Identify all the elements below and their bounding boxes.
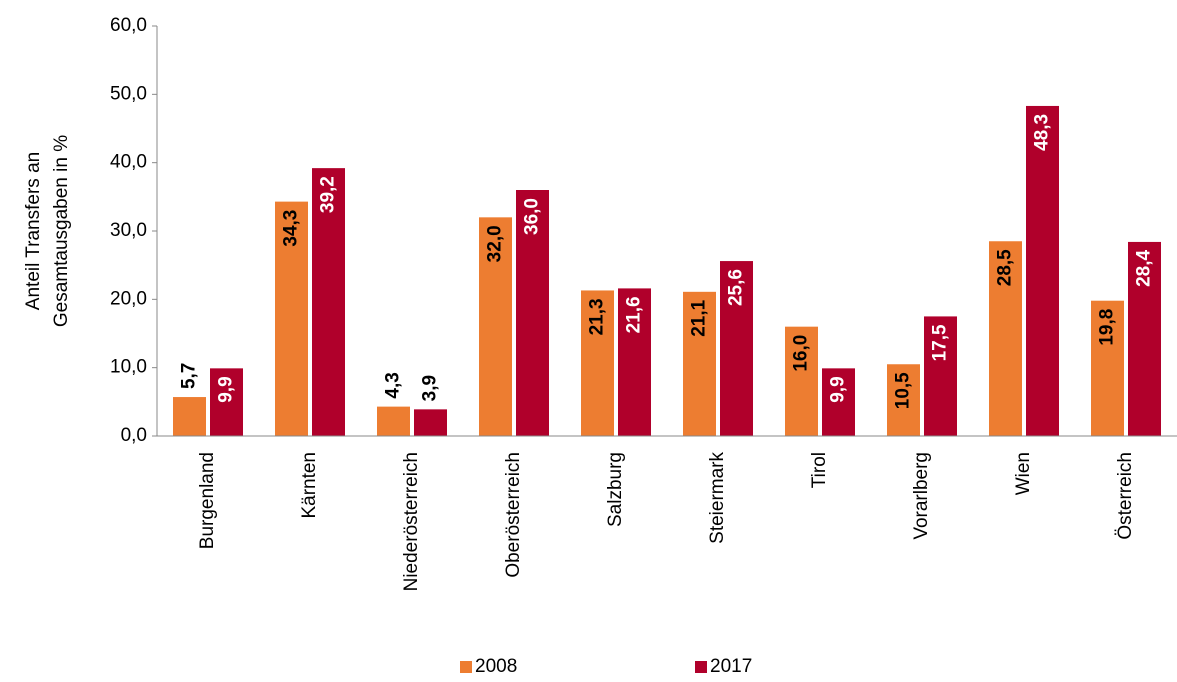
bar: [173, 397, 206, 436]
x-tick-label: Niederösterreich: [401, 452, 422, 591]
value-label: 48,3: [1032, 114, 1053, 151]
value-label: 19,8: [1097, 309, 1118, 346]
value-label: 36,0: [522, 198, 543, 235]
bar: [1026, 105, 1059, 436]
bar: [312, 168, 345, 436]
x-tick-label: Kärnten: [299, 452, 320, 519]
bar: [275, 201, 308, 436]
value-label: 16,0: [791, 335, 812, 372]
value-label: 21,1: [689, 299, 710, 336]
bar: [414, 409, 447, 436]
legend-label: 2017: [710, 656, 752, 677]
y-tick-label: 20,0: [110, 288, 147, 309]
value-label: 17,5: [930, 324, 951, 361]
bar: [924, 316, 957, 436]
x-tick-label: Burgenland: [197, 452, 218, 549]
value-label: 32,0: [485, 225, 506, 262]
bar: [516, 190, 549, 436]
value-label: 10,5: [893, 372, 914, 409]
bar: [210, 368, 243, 436]
y-tick-label: 10,0: [110, 357, 147, 378]
x-tick-label: Österreich: [1115, 452, 1136, 540]
x-tick-label: Steiermark: [707, 452, 728, 544]
bar: [822, 368, 855, 436]
value-label: 5,7: [179, 363, 200, 389]
bar: [887, 364, 920, 436]
y-axis-label: Gesamtausgaben in %: [51, 135, 72, 327]
legend-swatch: [695, 661, 707, 673]
legend-swatch: [460, 661, 472, 673]
bar: [683, 291, 716, 436]
x-tick-label: Wien: [1013, 452, 1034, 495]
x-tick-label: Tirol: [809, 452, 830, 488]
value-label: 28,4: [1134, 250, 1155, 287]
value-label: 4,3: [383, 372, 404, 398]
value-label: 28,5: [995, 249, 1016, 286]
bar: [989, 241, 1022, 436]
y-tick-label: 0,0: [121, 425, 147, 446]
bar: [720, 261, 753, 436]
bar: [377, 406, 410, 436]
bar: [785, 326, 818, 436]
y-tick-label: 50,0: [110, 83, 147, 104]
value-label: 9,9: [216, 376, 237, 402]
y-axis-label: Anteil Transfers an: [23, 152, 44, 310]
value-label: 3,9: [420, 375, 441, 401]
bar: [581, 290, 614, 436]
bar: [1091, 300, 1124, 436]
bar: [1128, 241, 1161, 436]
legend-label: 2008: [475, 656, 517, 677]
y-tick-label: 60,0: [110, 15, 147, 36]
value-label: 25,6: [726, 269, 747, 306]
value-label: 21,6: [624, 296, 645, 333]
x-tick-label: Vorarlberg: [911, 452, 932, 540]
bar: [618, 288, 651, 436]
x-tick-label: Salzburg: [605, 452, 626, 527]
bar: [479, 217, 512, 436]
value-label: 9,9: [828, 376, 849, 402]
y-tick-label: 40,0: [110, 152, 147, 173]
y-tick-label: 30,0: [110, 220, 147, 241]
value-label: 34,3: [281, 210, 302, 247]
value-label: 21,3: [587, 298, 608, 335]
x-tick-label: Oberösterreich: [503, 452, 524, 578]
value-label: 39,2: [318, 176, 339, 213]
